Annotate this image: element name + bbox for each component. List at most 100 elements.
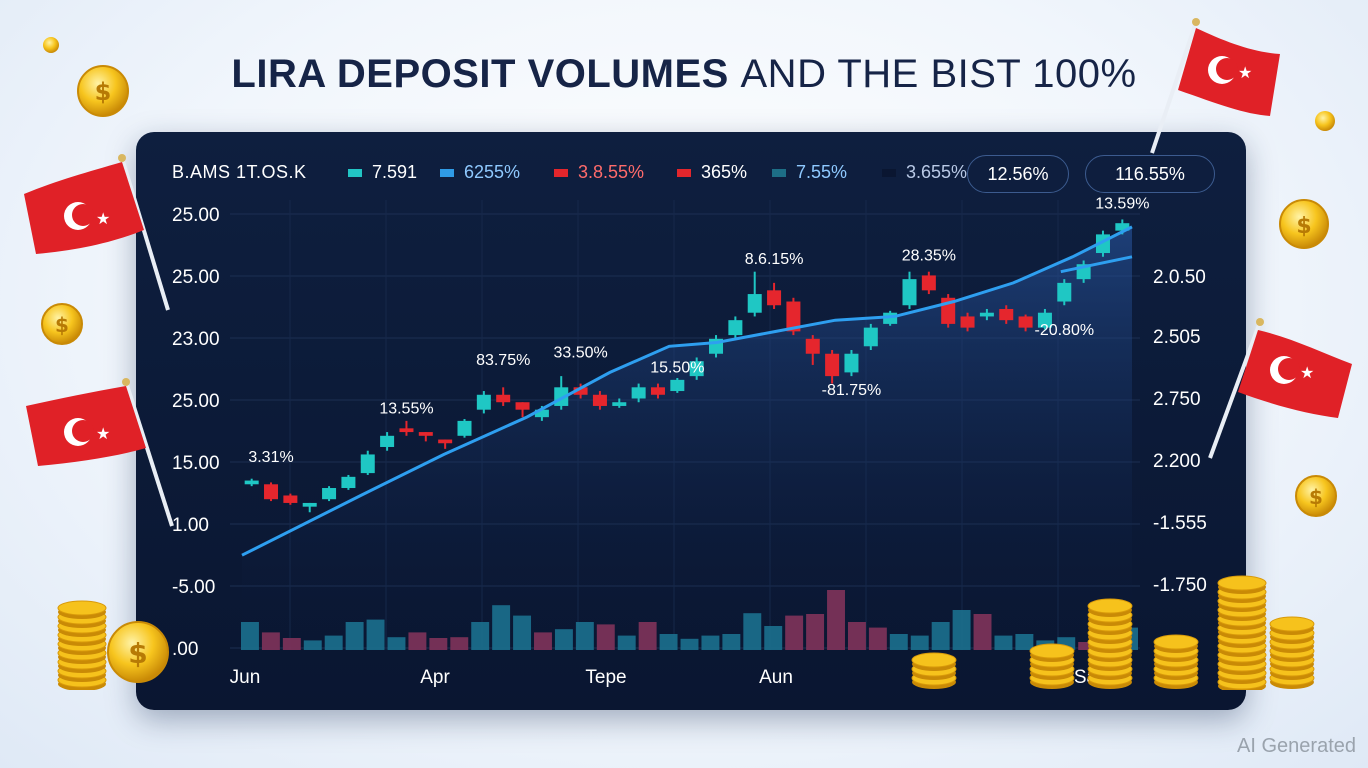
volume-bar — [324, 635, 343, 650]
candle-body — [418, 432, 433, 436]
candle-body — [322, 488, 337, 500]
volume-bar — [994, 635, 1013, 650]
volume-bar — [1078, 642, 1097, 650]
volume-bar — [282, 638, 301, 650]
volume-bar — [429, 638, 448, 650]
annotation-label: 13.59% — [1095, 195, 1149, 212]
candle-body — [244, 480, 259, 485]
candle-body — [728, 320, 743, 336]
legend-swatch — [677, 169, 691, 178]
candle-body — [1037, 312, 1052, 328]
volume-bar — [952, 610, 971, 650]
legend-item[interactable]: 6255% — [440, 162, 520, 183]
legend-label: 365% — [701, 162, 748, 182]
legend-label: 6255% — [464, 162, 521, 182]
value-pill-1[interactable]: 12.56% — [967, 155, 1069, 193]
annotation-label: -20.80% — [1034, 322, 1094, 339]
candle-body — [650, 387, 665, 395]
volume-bar — [575, 622, 594, 650]
candle-body — [786, 301, 801, 332]
coin-icon: $ — [1295, 475, 1337, 517]
annotation-label: 8.6.15% — [745, 251, 804, 268]
candle-body — [438, 439, 453, 444]
coin-face — [1269, 616, 1315, 632]
volume-bar — [387, 637, 406, 650]
candle-body — [360, 454, 375, 474]
volume-bar — [847, 622, 866, 650]
legend-item[interactable]: 3.8.55% — [554, 162, 644, 183]
candle-body — [670, 379, 685, 392]
volume-bar — [638, 622, 657, 650]
candle-body — [921, 275, 936, 291]
legend-item[interactable]: 365% — [677, 162, 747, 183]
y-tick-label: 2.200 — [1153, 451, 1201, 472]
svg-text:★: ★ — [96, 424, 110, 443]
volume-bar — [889, 634, 908, 650]
legend-item[interactable]: 3.655% — [882, 162, 967, 183]
annotation-label: 13.55% — [379, 400, 433, 417]
volume-bar — [764, 626, 783, 650]
y-tick-label: 15.00 — [172, 453, 220, 474]
value-pill-2[interactable]: 116.55% — [1085, 155, 1215, 193]
svg-text:★: ★ — [96, 209, 110, 228]
volume-bar — [492, 605, 511, 650]
legend-item[interactable]: 7.55% — [772, 162, 847, 183]
candle-body — [979, 312, 994, 317]
legend-swatch — [554, 169, 568, 178]
candle-body — [825, 353, 840, 377]
legend-swatch — [882, 169, 896, 178]
y-tick-label: 2.505 — [1153, 327, 1201, 348]
annotation-label: 28.35% — [902, 247, 956, 264]
volume-bar — [261, 632, 280, 650]
candle-body — [767, 290, 782, 306]
y-tick-label: 25.00 — [172, 267, 220, 288]
coin-icon: $ — [77, 65, 129, 117]
x-tick-label: Jun — [230, 667, 261, 688]
legend-title: B.AMS 1T.OS.K — [172, 162, 307, 182]
y-tick-label: 1.00 — [172, 515, 209, 536]
turkish-flag-icon: ★ — [1150, 18, 1280, 154]
annotation-label: 83.75% — [476, 352, 530, 369]
volume-bar — [513, 615, 532, 650]
svg-text:★: ★ — [1300, 363, 1314, 382]
candle-body — [631, 387, 646, 399]
candle-body — [805, 338, 820, 354]
candle-body — [457, 420, 472, 436]
coin-face — [57, 600, 107, 616]
coin-face — [911, 652, 957, 668]
svg-text:★: ★ — [1238, 63, 1252, 82]
y-tick-label: -5.00 — [172, 577, 215, 598]
coin-icon: $ — [41, 303, 83, 345]
y-tick-label: 25.00 — [172, 391, 220, 412]
trend-area — [242, 226, 1132, 650]
volume-bar — [931, 622, 950, 650]
legend-swatch — [440, 169, 454, 178]
legend-item[interactable]: 7.591 — [348, 162, 417, 183]
candle-body — [902, 279, 917, 306]
legend-label: 7.591 — [372, 162, 418, 182]
candle-body — [302, 502, 317, 507]
chart-title: LIRA DEPOSIT VOLUMES AND THE BIST 100% — [0, 52, 1368, 97]
annotation-label: -81.75% — [822, 382, 882, 399]
legend-label: 3.8.55% — [578, 162, 645, 182]
coin-icon — [107, 621, 169, 683]
candle-body — [496, 394, 511, 403]
candle-body — [863, 327, 878, 347]
candle-body — [1115, 223, 1130, 231]
candle-body — [264, 484, 279, 500]
svg-text:$: $ — [1309, 485, 1323, 509]
y-tick-label: 2.0.50 — [1153, 267, 1206, 288]
legend-label: 3.655% — [906, 162, 968, 182]
coin-face — [1087, 598, 1133, 614]
candle-body — [747, 294, 762, 313]
candle-body — [999, 308, 1014, 321]
x-tick-label: Tepe — [585, 667, 626, 688]
y-tick-label: 2.750 — [1153, 389, 1201, 410]
legend-label: 7.55% — [796, 162, 848, 182]
volume-bar — [910, 635, 929, 650]
volume-bar — [722, 634, 741, 650]
annotation-label: 3.31% — [248, 449, 293, 466]
coin-face — [1217, 575, 1267, 591]
coin-stack-icon — [1217, 575, 1315, 690]
volume-bars — [241, 590, 1138, 650]
